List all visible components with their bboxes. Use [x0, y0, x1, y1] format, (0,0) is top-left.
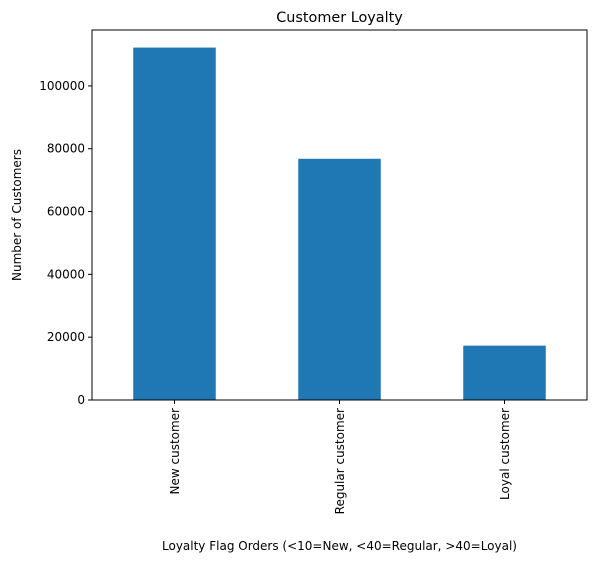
bar [133, 47, 216, 400]
x-tick-label: Regular customer [333, 408, 347, 514]
y-tick-label: 0 [77, 393, 85, 407]
x-axis-ticks: New customer Regular customer Loyal custom… [168, 400, 512, 514]
plot-frame [91, 29, 588, 401]
bar [463, 345, 546, 400]
x-tick-label: New customer [168, 408, 182, 495]
y-tick-label: 80000 [47, 142, 85, 156]
y-axis-label: Number of Customers [10, 149, 24, 281]
chart-title: Customer Loyalty [276, 10, 403, 26]
y-tick-label: 40000 [47, 267, 85, 281]
bars-layer [133, 47, 546, 400]
x-axis-label: Loyalty Flag Orders (<10=New, <40=Regula… [162, 539, 517, 553]
y-tick-label: 60000 [47, 205, 85, 219]
x-tick-label: Loyal customer [498, 408, 512, 500]
bar [298, 158, 381, 400]
y-tick-label: 100000 [39, 79, 85, 93]
y-tick-label: 20000 [47, 330, 85, 344]
y-axis-ticks: 0 20000 40000 60000 80000 100000 [39, 79, 92, 407]
